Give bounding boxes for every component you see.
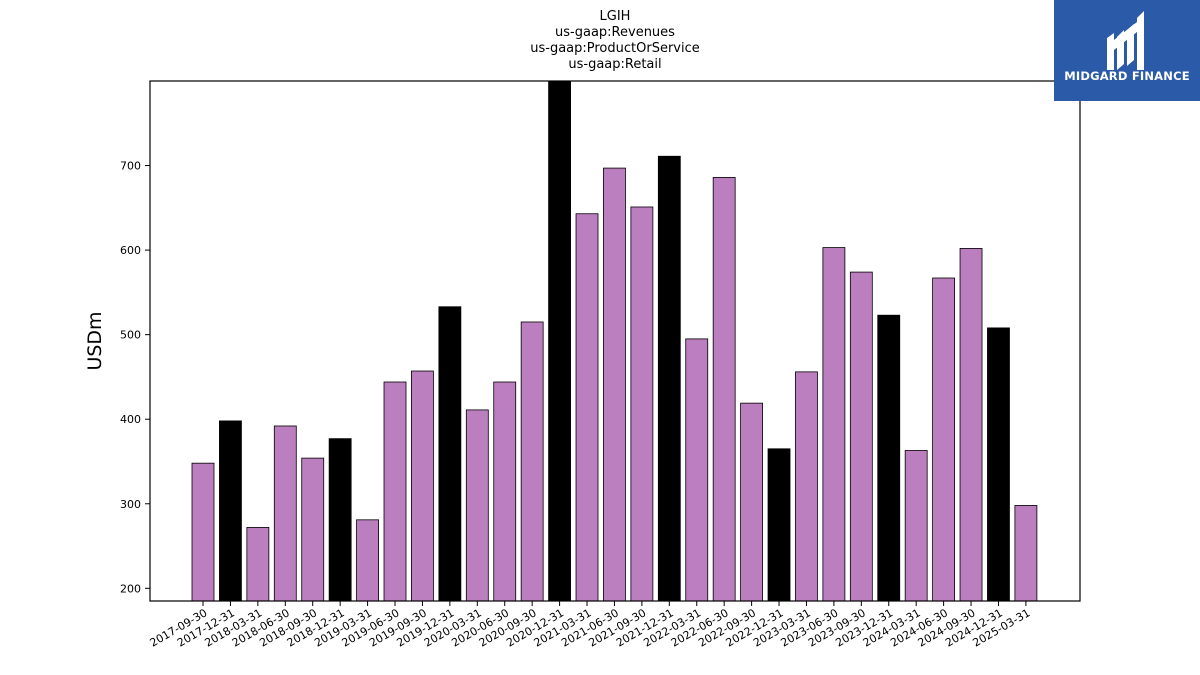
midgard-finance-logo: MIDGARD FINANCE [1054, 0, 1200, 101]
bar-2025-03-31 [1014, 505, 1038, 602]
bar-2019-09-30 [411, 370, 434, 602]
bar-2019-03-31 [356, 519, 379, 602]
y-axis-label: USDm [84, 311, 106, 370]
bar-2020-06-30 [493, 381, 517, 602]
plot-area-frame [149, 80, 1081, 602]
bar-2018-03-31 [246, 527, 270, 602]
bar-2021-06-30 [603, 167, 626, 602]
bar-2020-12-31 [548, 80, 571, 602]
y-tick-label: 600 [120, 244, 141, 257]
bar-2023-03-31 [795, 371, 818, 602]
bar-2021-03-31 [575, 213, 599, 602]
chart-title: LGIHus-gaap:Revenuesus-gaap:ProductOrSer… [530, 9, 700, 72]
y-tick-label: 300 [120, 498, 141, 511]
chart-title-line: us-gaap:ProductOrService [530, 41, 700, 56]
chart-title-line: LGIH [600, 9, 631, 24]
bar-2022-12-31 [767, 448, 791, 602]
bar-2020-03-31 [465, 409, 489, 602]
bar-2021-09-30 [630, 206, 654, 602]
y-axis-ticks: 200 300 400 500 600 700 [120, 160, 150, 595]
bar-2019-12-31 [438, 306, 462, 602]
bar-2023-09-30 [849, 271, 873, 602]
bar-2022-09-30 [740, 402, 763, 602]
chart-title-line: us-gaap:Revenues [555, 25, 675, 40]
y-tick-label: 400 [120, 413, 141, 426]
bar-2017-09-30 [191, 462, 215, 602]
bar-2022-06-30 [712, 176, 736, 602]
chart-title-line: us-gaap:Retail [568, 57, 661, 72]
bar-2022-03-31 [685, 338, 709, 602]
bar-2019-06-30 [383, 381, 407, 602]
bars [191, 80, 1038, 602]
bar-2024-12-31 [987, 327, 1010, 602]
bar-2024-06-30 [932, 277, 956, 602]
bar-2018-06-30 [273, 425, 297, 602]
bar-2023-12-31 [877, 314, 901, 602]
y-tick-label: 500 [120, 329, 141, 342]
bar-2017-12-31 [219, 420, 242, 602]
bar-2018-12-31 [328, 438, 352, 602]
logo-text: MIDGARD FINANCE [1064, 69, 1190, 83]
midgard-mark-icon [1107, 11, 1144, 70]
bar-2024-03-31 [904, 450, 928, 602]
bar-2024-09-30 [959, 248, 983, 602]
x-axis-ticks: 2017-09-302017-12-312018-03-312018-06-30… [148, 601, 1032, 650]
bar-2023-06-30 [822, 247, 846, 602]
bar-2021-12-31 [657, 155, 681, 602]
y-tick-label: 700 [120, 160, 141, 173]
y-tick-label: 200 [120, 582, 141, 595]
bar-2018-09-30 [301, 457, 325, 602]
bar-2020-09-30 [520, 321, 544, 602]
